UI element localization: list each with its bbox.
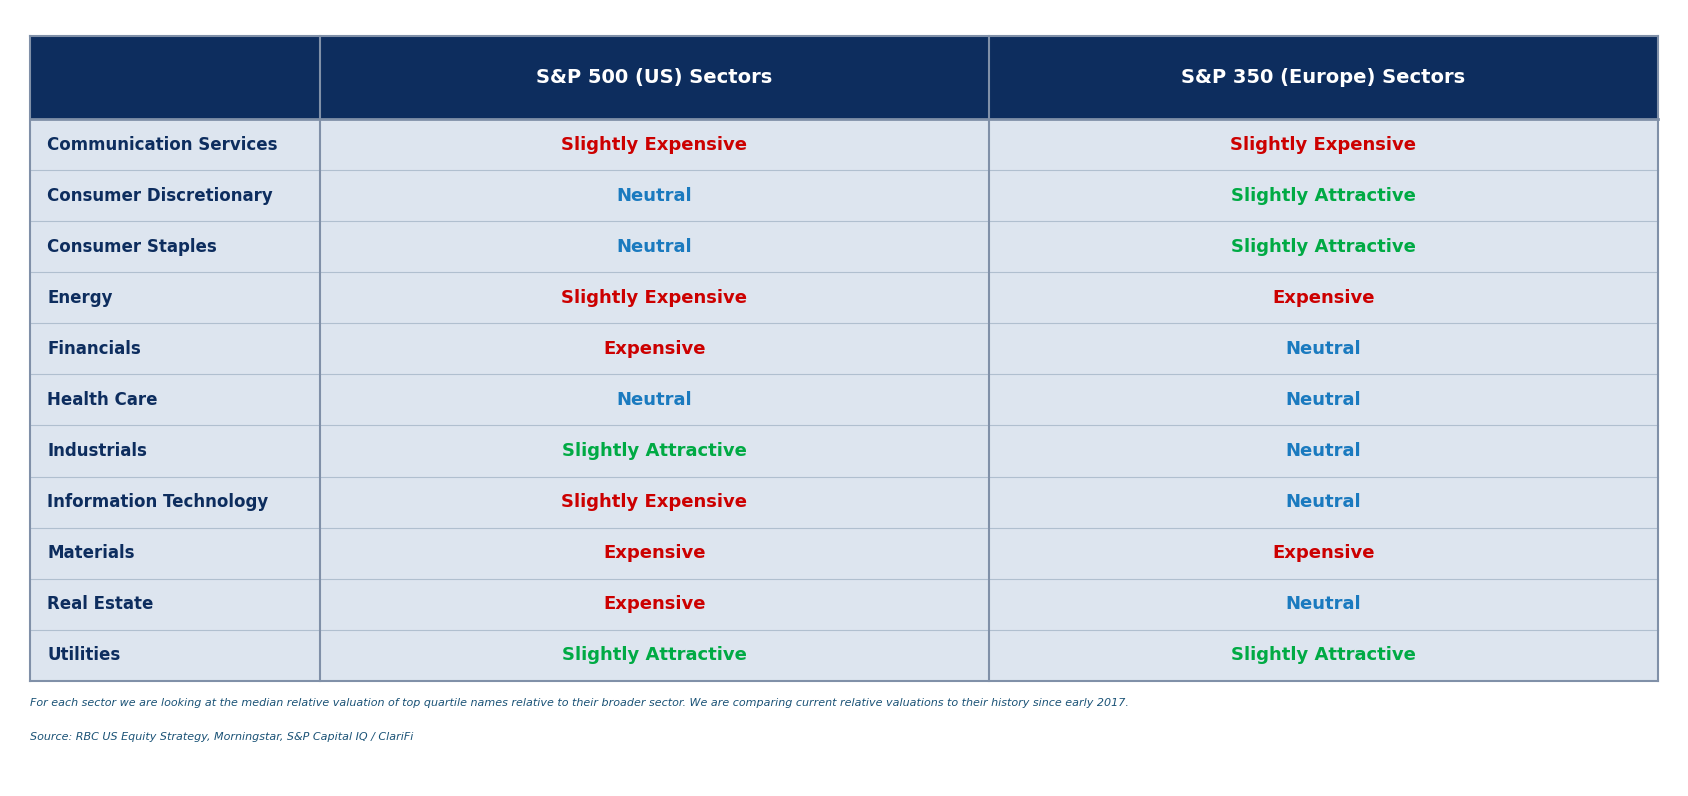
FancyBboxPatch shape (321, 528, 989, 579)
FancyBboxPatch shape (989, 477, 1658, 528)
FancyBboxPatch shape (989, 119, 1658, 170)
Text: Slightly Attractive: Slightly Attractive (562, 442, 746, 460)
FancyBboxPatch shape (989, 36, 1658, 119)
Text: Neutral: Neutral (1285, 391, 1361, 409)
FancyBboxPatch shape (30, 323, 321, 374)
FancyBboxPatch shape (321, 221, 989, 272)
Text: Communication Services: Communication Services (47, 136, 279, 154)
Text: S&P 350 (Europe) Sectors: S&P 350 (Europe) Sectors (1182, 68, 1465, 87)
Text: Neutral: Neutral (616, 187, 692, 205)
FancyBboxPatch shape (30, 426, 321, 477)
FancyBboxPatch shape (321, 119, 989, 170)
FancyBboxPatch shape (30, 36, 321, 119)
Text: Consumer Discretionary: Consumer Discretionary (47, 187, 273, 205)
FancyBboxPatch shape (30, 374, 321, 426)
FancyBboxPatch shape (30, 528, 321, 579)
FancyBboxPatch shape (30, 630, 321, 681)
Text: Industrials: Industrials (47, 442, 147, 460)
FancyBboxPatch shape (321, 170, 989, 221)
Text: Slightly Attractive: Slightly Attractive (1231, 238, 1416, 256)
Text: Slightly Expensive: Slightly Expensive (562, 136, 748, 154)
FancyBboxPatch shape (989, 221, 1658, 272)
Text: Neutral: Neutral (1285, 493, 1361, 511)
FancyBboxPatch shape (989, 426, 1658, 477)
Text: Slightly Expensive: Slightly Expensive (562, 289, 748, 307)
Text: Expensive: Expensive (603, 595, 706, 613)
Text: Slightly Expensive: Slightly Expensive (1231, 136, 1416, 154)
FancyBboxPatch shape (321, 426, 989, 477)
Text: Expensive: Expensive (1273, 289, 1374, 307)
FancyBboxPatch shape (321, 374, 989, 426)
Text: Energy: Energy (47, 289, 113, 307)
FancyBboxPatch shape (30, 119, 321, 170)
FancyBboxPatch shape (989, 272, 1658, 323)
Text: Neutral: Neutral (616, 391, 692, 409)
Text: Expensive: Expensive (603, 544, 706, 562)
FancyBboxPatch shape (321, 477, 989, 528)
FancyBboxPatch shape (989, 323, 1658, 374)
FancyBboxPatch shape (321, 36, 989, 119)
FancyBboxPatch shape (989, 579, 1658, 630)
Text: Neutral: Neutral (616, 238, 692, 256)
FancyBboxPatch shape (989, 630, 1658, 681)
Text: Slightly Attractive: Slightly Attractive (562, 646, 746, 664)
FancyBboxPatch shape (321, 579, 989, 630)
FancyBboxPatch shape (321, 630, 989, 681)
Text: Slightly Expensive: Slightly Expensive (562, 493, 748, 511)
Text: Neutral: Neutral (1285, 442, 1361, 460)
Text: Expensive: Expensive (1273, 544, 1374, 562)
Text: For each sector we are looking at the median relative valuation of top quartile : For each sector we are looking at the me… (30, 698, 1129, 708)
FancyBboxPatch shape (989, 374, 1658, 426)
Text: Health Care: Health Care (47, 391, 157, 409)
Text: Real Estate: Real Estate (47, 595, 154, 613)
Text: Utilities: Utilities (47, 646, 120, 664)
Text: Information Technology: Information Technology (47, 493, 268, 511)
Text: Neutral: Neutral (1285, 595, 1361, 613)
FancyBboxPatch shape (30, 170, 321, 221)
FancyBboxPatch shape (321, 323, 989, 374)
Text: Financials: Financials (47, 340, 142, 358)
FancyBboxPatch shape (30, 477, 321, 528)
Text: Slightly Attractive: Slightly Attractive (1231, 187, 1416, 205)
FancyBboxPatch shape (321, 272, 989, 323)
Text: Source: RBC US Equity Strategy, Morningstar, S&P Capital IQ / ClariFi: Source: RBC US Equity Strategy, Mornings… (30, 732, 414, 742)
FancyBboxPatch shape (30, 579, 321, 630)
FancyBboxPatch shape (989, 528, 1658, 579)
Text: Consumer Staples: Consumer Staples (47, 238, 218, 256)
FancyBboxPatch shape (30, 272, 321, 323)
Text: S&P 500 (US) Sectors: S&P 500 (US) Sectors (537, 68, 773, 87)
Text: Materials: Materials (47, 544, 135, 562)
FancyBboxPatch shape (30, 221, 321, 272)
Text: Neutral: Neutral (1285, 340, 1361, 358)
Text: Expensive: Expensive (603, 340, 706, 358)
FancyBboxPatch shape (989, 170, 1658, 221)
Text: Slightly Attractive: Slightly Attractive (1231, 646, 1416, 664)
